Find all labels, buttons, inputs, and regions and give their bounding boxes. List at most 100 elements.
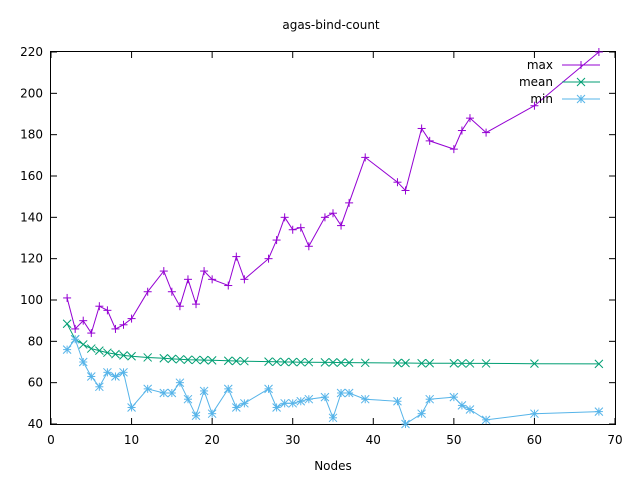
data-point-mean: [360, 358, 370, 368]
legend: max mean min: [519, 58, 600, 106]
data-point-mean: [417, 358, 426, 368]
y-tick-label: 40: [28, 417, 43, 431]
data-point-min: [481, 415, 491, 425]
series-min: [62, 334, 604, 429]
y-tick-label: 60: [28, 376, 43, 390]
data-point-mean: [159, 353, 169, 363]
data-point-mean: [86, 344, 96, 353]
data-point-mean: [223, 356, 233, 366]
data-point-max: [119, 320, 128, 329]
data-point-min: [175, 378, 185, 388]
data-point-min: [183, 394, 193, 404]
data-point-max: [79, 316, 88, 325]
data-point-mean: [401, 358, 410, 368]
data-point-min: [143, 384, 153, 394]
data-point-min: [127, 403, 136, 412]
data-point-mean: [264, 357, 273, 366]
data-point-min: [449, 392, 459, 402]
y-tick-label: 200: [20, 86, 43, 100]
data-point-mean: [62, 319, 72, 329]
data-point-mean: [280, 357, 290, 367]
data-point-min: [86, 372, 96, 381]
data-point-min: [360, 394, 370, 404]
x-tick-label: 10: [124, 433, 139, 447]
data-point-mean: [207, 355, 217, 365]
data-point-mean: [94, 346, 104, 355]
data-point-min: [296, 396, 306, 406]
legend-label-min: min: [530, 92, 553, 106]
y-tick-label: 180: [20, 128, 43, 142]
data-point-min: [78, 357, 88, 367]
y-tick-label: 80: [28, 334, 43, 348]
data-point-min: [264, 384, 273, 394]
data-point-min: [199, 386, 209, 396]
data-point-max: [192, 300, 201, 309]
data-point-mean: [199, 355, 209, 365]
data-point-min: [231, 403, 241, 412]
data-point-min: [223, 384, 233, 394]
data-point-max: [272, 236, 281, 245]
data-point-min: [191, 411, 201, 421]
x-axis-label: Nodes: [314, 459, 352, 473]
data-point-mean: [481, 359, 491, 368]
series-line-max: [66, 51, 600, 335]
data-point-min: [167, 388, 177, 398]
data-point-max: [159, 267, 168, 276]
data-point-mean: [328, 358, 338, 367]
data-point-max: [329, 209, 337, 218]
data-point-max: [345, 198, 354, 207]
data-point-min: [240, 398, 249, 408]
data-point-mean: [296, 357, 306, 367]
data-point-max: [530, 101, 539, 110]
data-point-max: [224, 281, 233, 290]
data-point-min: [401, 419, 410, 429]
data-point-min: [272, 403, 281, 412]
data-point-mean: [143, 353, 153, 362]
legend-marker-mean: [576, 77, 586, 87]
data-point-max: [457, 126, 466, 135]
data-point-min: [94, 382, 104, 392]
legend-label-max: max: [527, 58, 553, 72]
x-tick-label: 50: [446, 433, 461, 447]
legend-marker-max: [577, 61, 585, 69]
data-point-mean: [465, 359, 475, 368]
data-point-mean: [175, 354, 185, 364]
data-point-min: [111, 372, 120, 381]
data-point-mean: [111, 349, 120, 359]
data-point-mean: [344, 358, 354, 367]
data-point-mean: [272, 357, 281, 367]
data-point-max: [103, 306, 112, 315]
data-point-mean: [240, 356, 249, 366]
data-point-max: [183, 275, 192, 284]
data-point-min: [304, 394, 314, 404]
data-point-min: [207, 409, 217, 419]
data-point-min: [457, 401, 467, 410]
x-tick-label: 0: [47, 433, 55, 447]
x-tick-label: 60: [527, 433, 542, 447]
data-point-min: [119, 367, 128, 377]
y-tick-label: 160: [20, 169, 43, 183]
data-point-min: [328, 413, 338, 423]
data-point-max: [87, 329, 96, 338]
data-point-max: [393, 178, 402, 187]
data-point-mean: [191, 355, 201, 365]
y-tick-label: 120: [20, 252, 43, 266]
data-point-min: [280, 398, 290, 408]
chart-title: agas-bind-count: [282, 18, 380, 32]
series-max: [63, 48, 603, 338]
y-axis: 40 60 80 100 120 140 160 180 200 220: [20, 45, 615, 431]
x-tick-label: 70: [607, 433, 622, 447]
data-point-max: [143, 287, 152, 296]
data-point-max: [304, 242, 313, 251]
series-mean: [62, 319, 604, 369]
data-point-max: [288, 225, 297, 234]
data-point-mean: [167, 354, 177, 364]
data-point-min: [103, 367, 112, 377]
data-point-mean: [457, 359, 467, 368]
data-point-min: [336, 388, 346, 398]
data-point-max: [337, 221, 346, 230]
plot-series: [62, 48, 604, 429]
data-point-min: [62, 345, 72, 354]
data-point-min: [465, 405, 475, 414]
